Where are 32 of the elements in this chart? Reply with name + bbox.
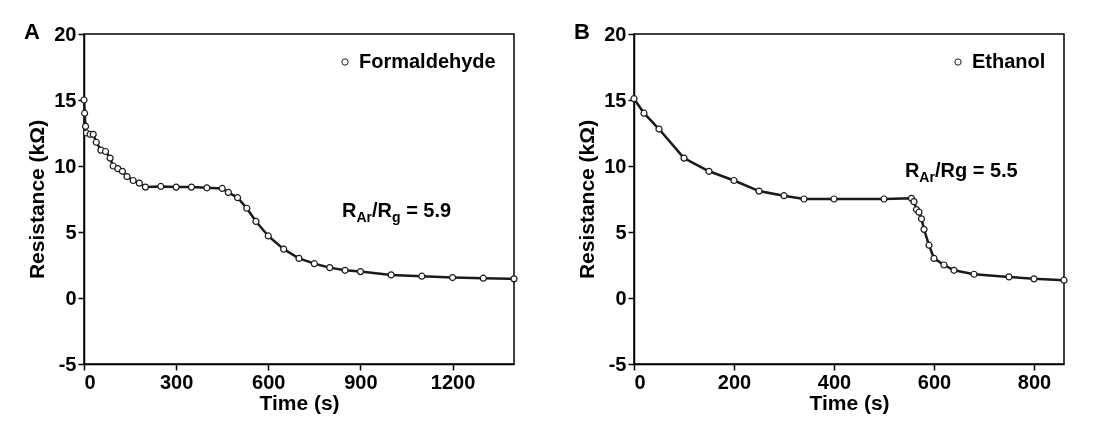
x-tick-label: 600 — [252, 370, 286, 393]
y-tick-label: 20 — [604, 22, 627, 45]
y-tick-label: 0 — [615, 286, 627, 309]
y-tick-label: 10 — [54, 154, 77, 177]
legend-label: Ethanol — [972, 50, 1046, 72]
annotation: R$_{Ar}$/Rg = 5.5 — [904, 159, 1018, 186]
y-tick-label: 20 — [54, 22, 77, 45]
annotation: R$_{Ar}$/R$_{g}$ = 5.9 — [342, 199, 452, 225]
y-tick-label: -5 — [608, 352, 627, 375]
y-tick-label: 5 — [615, 220, 627, 243]
x-tick-label: 1200 — [430, 370, 476, 393]
x-tick-label: 600 — [917, 370, 952, 393]
x-tick-label: 300 — [159, 370, 194, 393]
y-tick-label: 15 — [54, 88, 77, 111]
x-tick-label: 900 — [344, 370, 378, 393]
y-tick-label: -5 — [58, 352, 77, 375]
y-tick-label: 0 — [65, 286, 77, 309]
chart-title: B — [574, 19, 590, 44]
x-tick-label: 800 — [1017, 370, 1052, 393]
x-tick-label: 0 — [634, 370, 646, 393]
x-tick-label: 400 — [817, 370, 852, 393]
chart-title: A — [24, 19, 40, 44]
y-tick-label: 10 — [604, 154, 627, 177]
x-axis-title: Time (s) — [259, 390, 340, 414]
y-tick-label: 5 — [65, 220, 77, 243]
x-tick-label: 200 — [717, 370, 752, 393]
legend-label: Formaldehyde — [359, 50, 496, 72]
y-axis-title: Resistance (kΩ) — [575, 119, 599, 280]
y-axis-title: Resistance (kΩ) — [25, 119, 49, 280]
x-tick-label: 0 — [84, 370, 96, 393]
y-tick-label: 15 — [604, 88, 627, 111]
x-axis-title: Time (s) — [809, 390, 890, 414]
